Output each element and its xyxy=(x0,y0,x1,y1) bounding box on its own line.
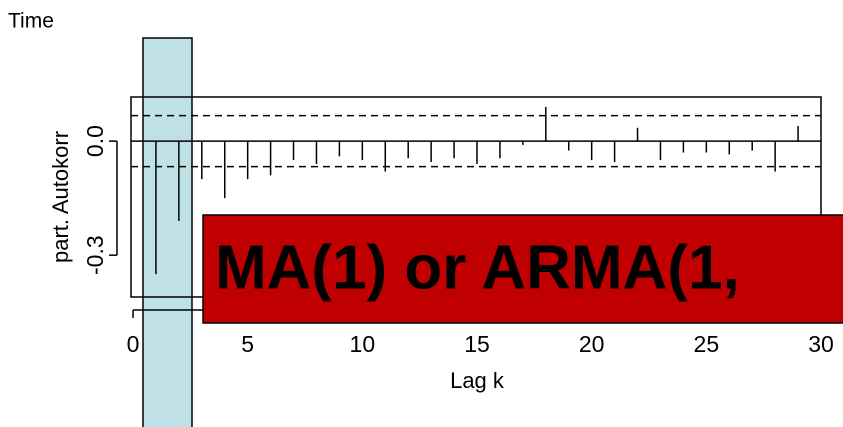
x-tick-label: 15 xyxy=(464,331,490,357)
x-axis-label: Lag k xyxy=(450,368,505,393)
y-tick-label: -0.3 xyxy=(82,235,108,275)
y-axis-label: part. Autokorr xyxy=(48,131,73,263)
x-tick-label: 30 xyxy=(808,331,834,357)
y-tick-label: 0.0 xyxy=(82,125,108,157)
annotation-banner xyxy=(202,214,843,324)
x-tick-label: 10 xyxy=(350,331,376,357)
top-label: Time xyxy=(8,10,54,33)
highlight-band xyxy=(142,37,193,427)
x-tick-label: 20 xyxy=(579,331,605,357)
x-tick-label: 25 xyxy=(694,331,720,357)
annotation: MA(1) or ARMA(1, xyxy=(215,233,740,302)
x-tick-label: 0 xyxy=(127,331,140,357)
x-tick-label: 5 xyxy=(241,331,254,357)
